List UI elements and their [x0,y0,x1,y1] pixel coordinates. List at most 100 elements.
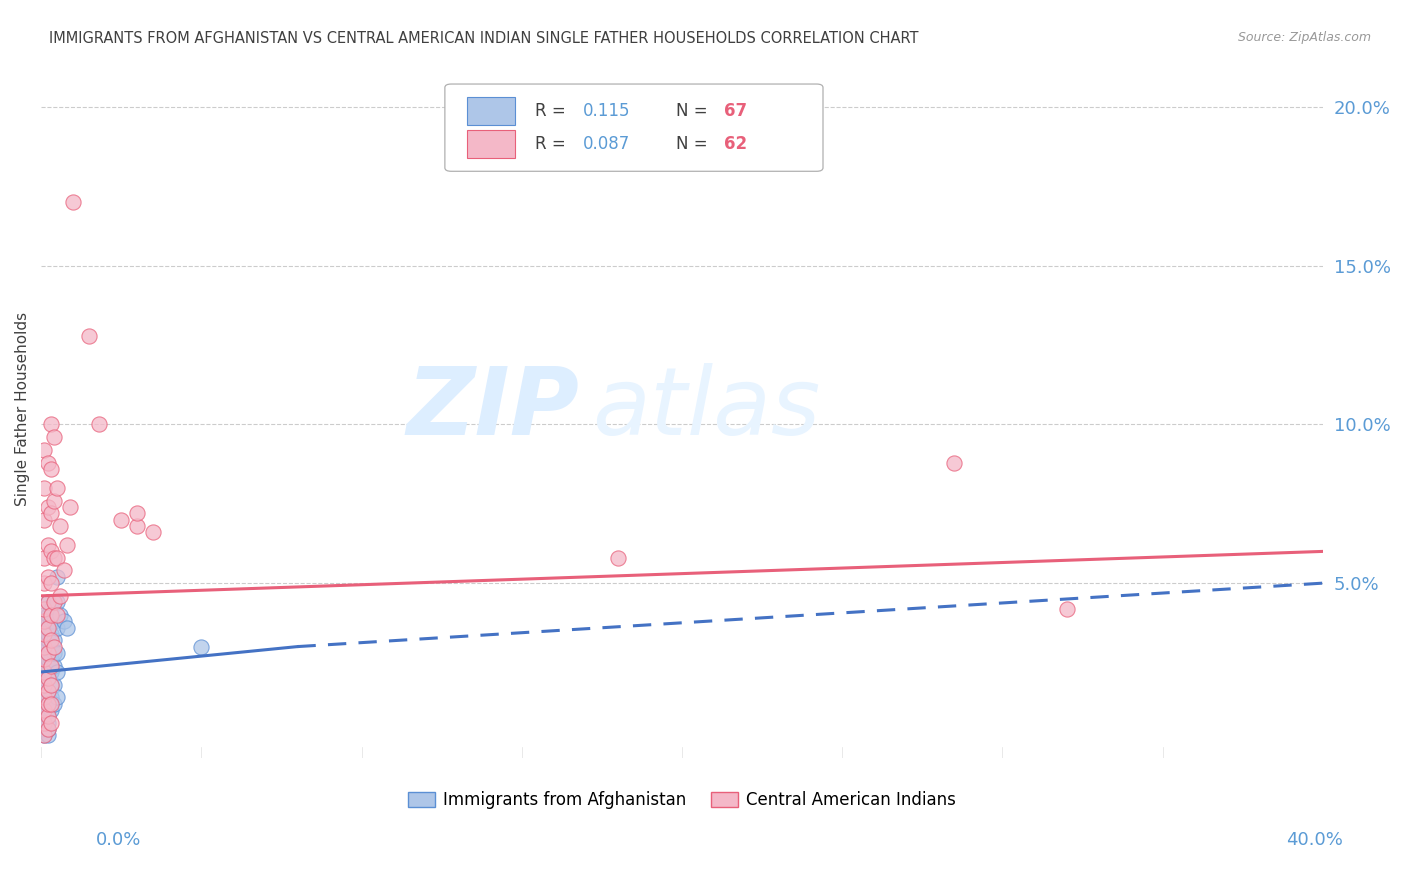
Point [37,570,59,584]
Point [34,513,56,527]
Point [37,627,59,641]
Point [34,442,56,457]
Text: 67: 67 [724,102,748,120]
Point [34,550,56,565]
Point [34,646,56,660]
Point [37,697,59,711]
Point [37,538,59,552]
Point [34,715,56,730]
Point [110,513,132,527]
Point [42,493,65,508]
Point [37,652,59,666]
Point [34,614,56,628]
Text: N =: N = [676,135,713,153]
Point [39,633,62,648]
Point [37,658,59,673]
Point [34,633,56,648]
Text: atlas: atlas [592,363,821,454]
Point [34,690,56,705]
Point [39,678,62,692]
Point [37,633,59,648]
Point [37,709,59,723]
Point [39,627,62,641]
Point [37,722,59,736]
Point [42,697,65,711]
Point [34,627,56,641]
Point [62,195,84,210]
Point [1056,601,1078,615]
Text: R =: R = [534,102,571,120]
Text: 0.115: 0.115 [583,102,631,120]
Text: ZIP: ZIP [406,363,579,455]
Text: IMMIGRANTS FROM AFGHANISTAN VS CENTRAL AMERICAN INDIAN SINGLE FATHER HOUSEHOLDS : IMMIGRANTS FROM AFGHANISTAN VS CENTRAL A… [49,31,918,46]
Point [37,614,59,628]
Point [39,690,62,705]
Point [39,652,62,666]
Point [42,678,65,692]
FancyBboxPatch shape [467,96,516,125]
Point [46,646,69,660]
Point [39,614,62,628]
Point [39,697,62,711]
Point [37,595,59,609]
Point [37,607,59,622]
Point [49,607,72,622]
Point [37,728,59,742]
Point [46,621,69,635]
Point [37,646,59,660]
Point [34,678,56,692]
Point [46,570,69,584]
Point [606,550,628,565]
Point [34,665,56,679]
Point [37,715,59,730]
Point [142,525,165,540]
Legend: Immigrants from Afghanistan, Central American Indians: Immigrants from Afghanistan, Central Ame… [401,784,963,815]
Point [49,589,72,603]
Point [34,652,56,666]
Point [39,544,62,558]
Point [127,519,149,533]
Point [39,576,62,591]
Point [46,481,69,495]
Text: 0.0%: 0.0% [96,831,141,849]
Point [39,506,62,520]
Point [59,500,82,514]
Point [39,417,62,432]
Point [77,328,100,343]
Point [55,621,77,635]
Point [37,697,59,711]
Point [34,709,56,723]
Point [37,709,59,723]
Point [37,671,59,685]
Point [34,601,56,615]
Point [42,646,65,660]
Point [46,607,69,622]
Point [42,658,65,673]
Point [39,640,62,654]
Point [55,538,77,552]
Point [39,715,62,730]
Point [34,728,56,742]
Point [34,627,56,641]
Point [42,614,65,628]
Point [46,690,69,705]
Point [37,595,59,609]
Point [37,690,59,705]
Text: 40.0%: 40.0% [1286,831,1343,849]
Point [37,703,59,717]
Point [39,658,62,673]
Point [34,703,56,717]
Point [127,506,149,520]
Point [42,595,65,609]
Point [37,684,59,698]
Point [46,550,69,565]
Point [49,519,72,533]
Y-axis label: Single Father Households: Single Father Households [15,311,30,506]
Point [39,462,62,476]
Point [34,671,56,685]
Point [46,665,69,679]
Point [34,665,56,679]
Point [42,550,65,565]
Point [37,665,59,679]
Point [37,640,59,654]
